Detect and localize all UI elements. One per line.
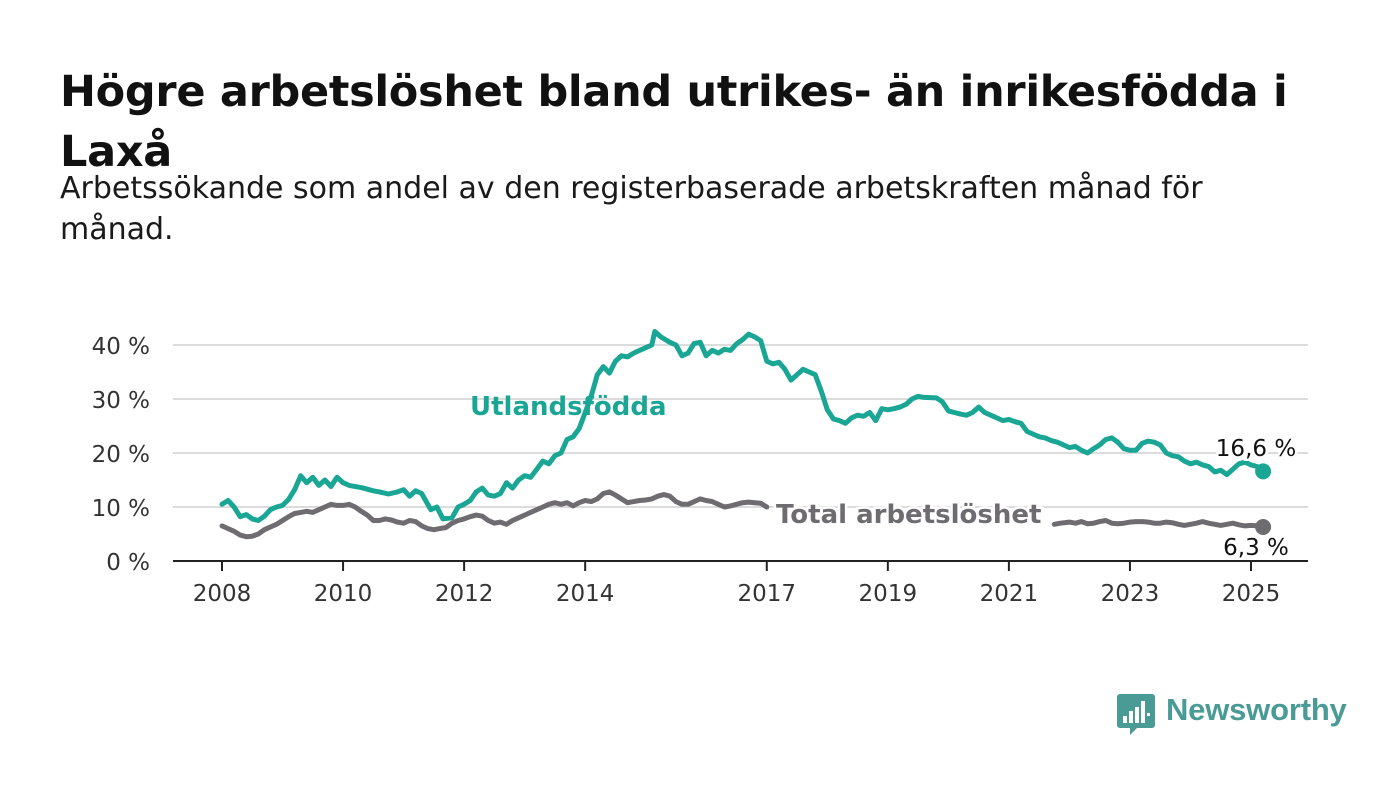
y-tick-label: 40 % [92,334,150,360]
x-tick-label: 2008 [193,581,252,607]
gridlines [173,344,1308,562]
x-tick-label: 2017 [737,581,796,607]
x-tick-label: 2025 [1222,581,1281,607]
chart-subtitle: Arbetssökande som andel av den registerb… [60,171,1203,247]
end-point-marker [1255,463,1272,480]
x-tick-label: 2021 [980,581,1039,607]
newsworthy-logo: Newsworthy [1117,690,1347,740]
x-tick-label: 2023 [1101,581,1160,607]
x-tick-label: 2019 [859,581,918,607]
series-label-utlandsfodda: Utlandsfödda [470,392,667,422]
end-label-total: 6,3 % [1223,535,1289,561]
annotations: Utlandsfödda Total arbetslöshet 16,6 % 6,3 … [470,392,1299,564]
series-line [219,489,770,540]
end-point-marker [1255,518,1272,535]
x-tick-label: 2014 [556,581,615,607]
logo-wordmark: Newsworthy [1166,692,1347,727]
series-label-total: Total arbetslöshet [776,500,1041,530]
end-label-utlandsfodda: 16,6 % [1216,436,1296,462]
chart-title: Högre arbetslöshet bland utrikes- än inr… [60,67,1288,177]
y-axis-ticks: 0 % 10 % 20 % 30 % 40 % [92,334,150,576]
y-tick-label: 20 % [92,442,150,468]
series-line [219,329,1266,523]
y-tick-label: 0 % [106,550,150,576]
y-tick-label: 10 % [92,496,150,522]
x-tick-label: 2010 [314,581,373,607]
y-tick-label: 30 % [92,388,150,414]
x-axis-ticks: 2008 2010 2012 2014 2017 2019 2021 2023 2025 [193,561,1281,607]
series-line-tail [1051,518,1266,530]
newsworthy-logo-icon [1117,694,1155,735]
line-chart: 0 % 10 % 20 % 30 % 40 % 2008 2010 2012 2014 2017… [92,329,1308,607]
x-tick-label: 2012 [435,581,494,607]
series-lines [219,329,1272,540]
